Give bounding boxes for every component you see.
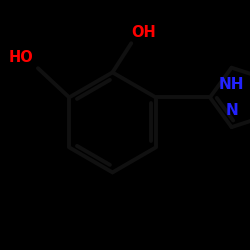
Text: NH: NH	[219, 77, 244, 92]
Text: HO: HO	[9, 50, 34, 65]
Text: OH: OH	[131, 25, 156, 40]
Text: N: N	[225, 103, 238, 118]
